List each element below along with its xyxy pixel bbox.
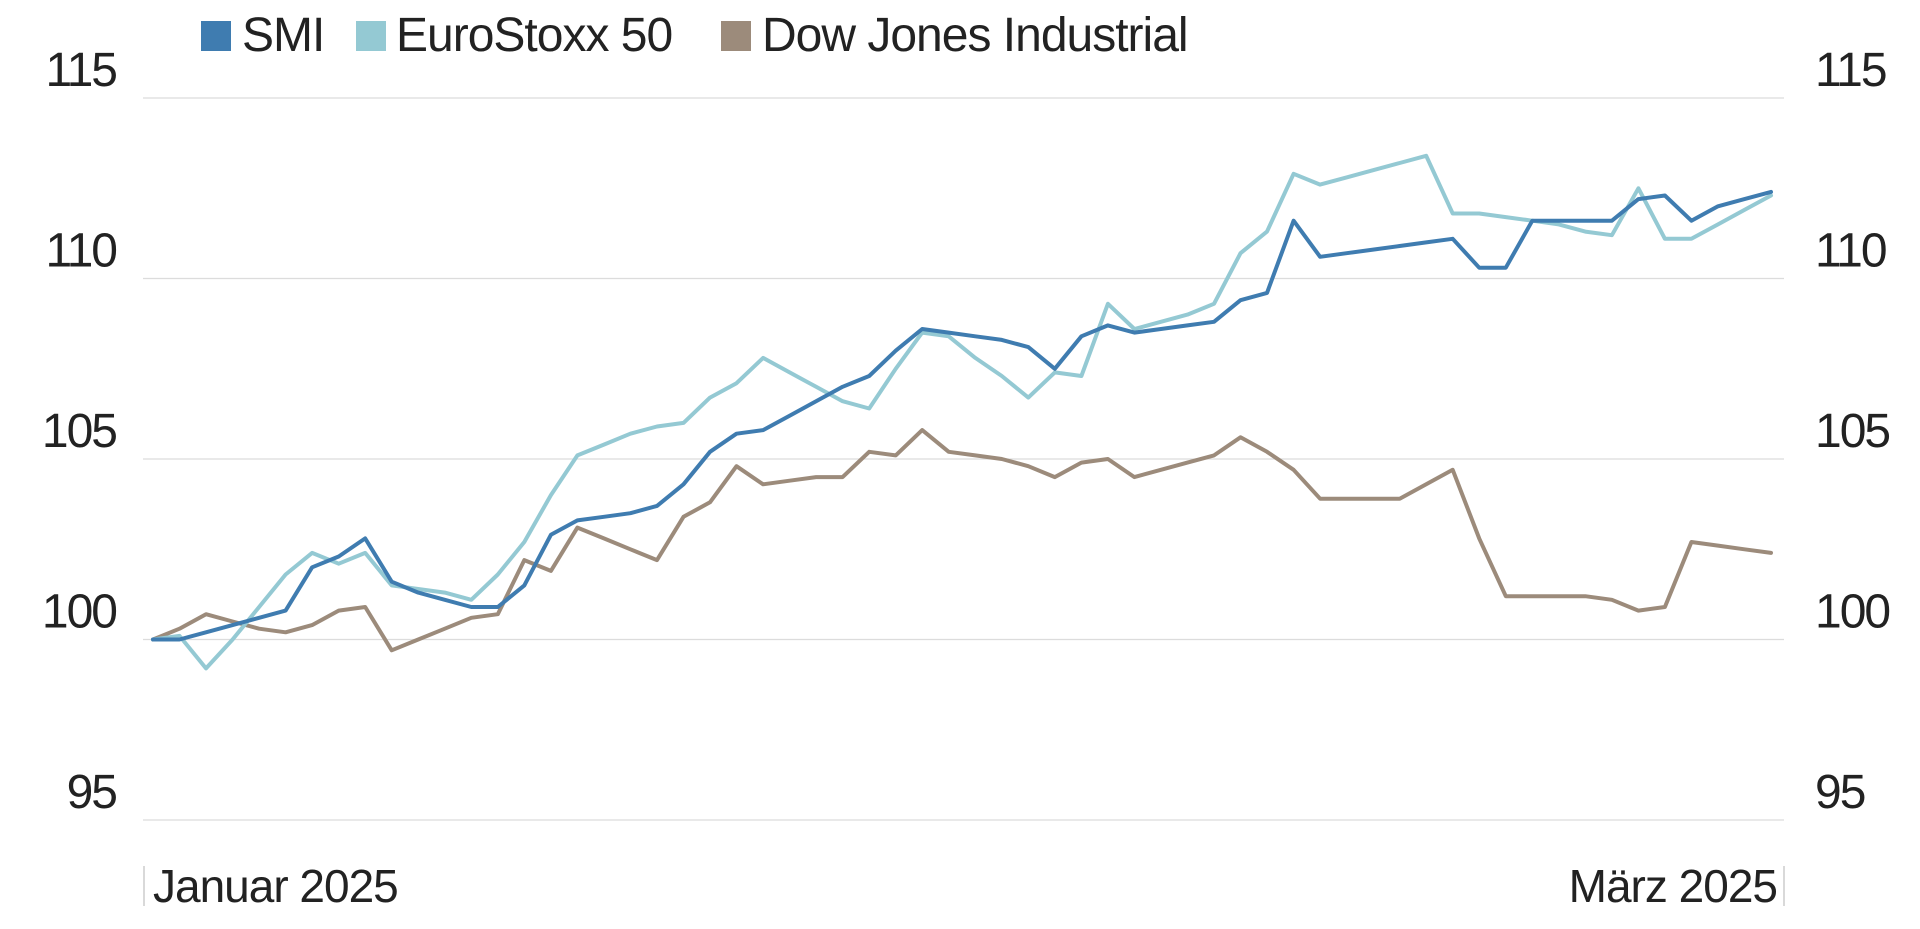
y-tick-left-110: 110 (45, 225, 116, 278)
legend-swatch-eurostoxx (356, 21, 386, 51)
y-tick-right-115: 115 (1815, 44, 1886, 97)
y-tick-left-115: 115 (45, 44, 116, 97)
x-axis-start-label: Januar 2025 (153, 860, 398, 912)
y-tick-left-95: 95 (67, 766, 117, 819)
y-tick-right-95: 95 (1815, 766, 1865, 819)
y-axis-right: 95 100 105 110 115 (1815, 44, 1891, 819)
y-tick-left-105: 105 (42, 405, 116, 458)
legend: SMI EuroStoxx 50 Dow Jones Industrial (201, 9, 1189, 62)
series-lines (151, 153, 1773, 671)
legend-label-eurostoxx: EuroStoxx 50 (396, 9, 672, 62)
series-line-eurostoxx-50 (151, 153, 1773, 671)
x-axis: Januar 2025 März 2025 (143, 860, 1785, 912)
y-tick-left-100: 100 (42, 586, 116, 639)
gridlines (143, 97, 1784, 821)
x-axis-end-label: März 2025 (1569, 860, 1777, 912)
legend-item-smi: SMI (201, 9, 325, 62)
y-tick-right-110: 110 (1815, 225, 1886, 278)
legend-label-smi: SMI (242, 9, 324, 62)
legend-swatch-dow-jones (721, 21, 751, 51)
y-tick-right-100: 100 (1815, 586, 1889, 639)
series-line-smi (151, 189, 1773, 642)
legend-item-eurostoxx: EuroStoxx 50 (356, 9, 673, 62)
legend-item-dow-jones: Dow Jones Industrial (721, 9, 1189, 62)
series-line-dow-jones-industrial (151, 428, 1773, 653)
y-axis-left: 95 100 105 110 115 (42, 44, 118, 819)
y-tick-right-105: 105 (1815, 405, 1889, 458)
legend-swatch-smi (201, 21, 231, 51)
legend-label-dow-jones: Dow Jones Industrial (762, 9, 1188, 62)
